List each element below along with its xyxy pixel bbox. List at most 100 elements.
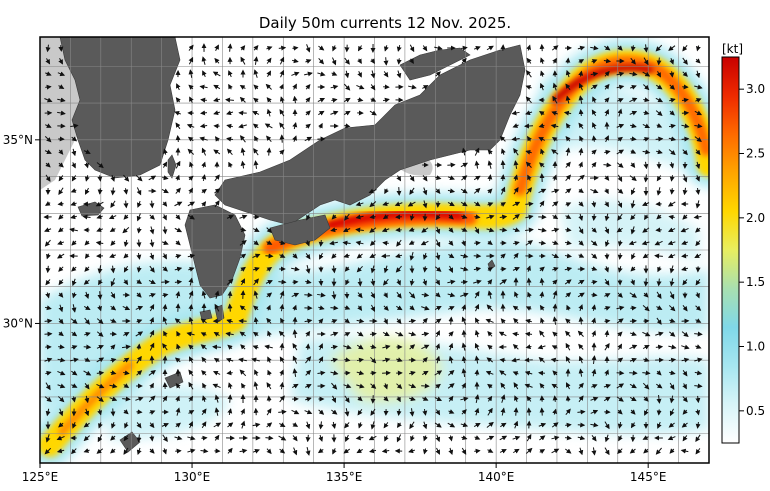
current-vector [69, 227, 78, 233]
current-vector [227, 290, 233, 299]
current-vector [396, 305, 403, 311]
current-vector [447, 292, 456, 298]
current-vector [266, 240, 273, 245]
current-vector [186, 123, 195, 129]
current-vector [279, 122, 285, 130]
current-vector [383, 292, 388, 299]
current-vector [305, 330, 311, 337]
current-vector [201, 56, 207, 65]
current-vector [578, 240, 584, 246]
current-vector [319, 252, 324, 260]
current-vector [525, 149, 532, 155]
current-vector [630, 45, 636, 52]
current-vector [44, 357, 53, 363]
current-vector [447, 279, 456, 285]
current-vector [552, 82, 558, 91]
current-vector [44, 318, 53, 324]
current-vector [149, 200, 155, 209]
current-vector [70, 188, 77, 193]
current-vector [617, 292, 623, 298]
current-vector [395, 253, 403, 259]
current-vector [267, 356, 272, 363]
current-vector [331, 71, 338, 76]
current-vector [422, 252, 428, 260]
current-vector [474, 201, 481, 207]
current-vector [292, 355, 298, 364]
current-vector [292, 135, 297, 142]
current-vector [630, 162, 636, 168]
current-vector [487, 279, 493, 285]
current-vector [357, 292, 363, 299]
current-vector [292, 83, 297, 90]
current-vector [214, 44, 219, 51]
current-vector [512, 227, 521, 233]
current-vector-field [43, 43, 703, 456]
current-vector [695, 187, 701, 195]
current-vector [265, 435, 274, 441]
current-vector [188, 267, 195, 272]
current-vector [110, 305, 117, 311]
current-vector [279, 109, 285, 117]
current-vector [383, 57, 389, 66]
current-vector [189, 161, 194, 168]
current-vector [591, 201, 597, 208]
current-vector [382, 214, 389, 220]
current-vector [461, 214, 468, 219]
current-vector [591, 279, 598, 285]
current-vector [122, 227, 130, 234]
current-vector [214, 57, 220, 64]
current-vector [44, 135, 52, 143]
current-vector [110, 291, 116, 299]
current-vector [57, 253, 65, 259]
current-vector [682, 305, 688, 312]
current-vector [435, 226, 441, 235]
current-vector [305, 240, 310, 247]
current-vector [408, 227, 415, 232]
current-vector [265, 280, 273, 285]
lat-label: 30°N [3, 316, 33, 330]
current-vector [186, 331, 195, 337]
current-vector [123, 239, 129, 248]
current-vector [604, 318, 611, 324]
current-vector [330, 305, 339, 311]
current-vector [540, 317, 545, 324]
current-vector [110, 357, 117, 363]
current-vector [330, 331, 339, 337]
current-vector [643, 174, 649, 183]
current-vector [149, 342, 155, 351]
current-vector [409, 278, 415, 286]
current-vector [344, 266, 350, 272]
current-vector [461, 240, 466, 247]
current-vector [681, 110, 690, 116]
current-vector [435, 318, 442, 324]
current-vector [292, 45, 299, 51]
current-vector [630, 123, 637, 129]
current-vector [590, 84, 598, 90]
current-vector [669, 97, 676, 103]
current-vector [384, 188, 389, 195]
current-vector [422, 200, 428, 209]
current-vector [617, 108, 623, 117]
current-vector [176, 330, 181, 337]
current-vector [578, 304, 584, 312]
current-vector [175, 254, 182, 259]
current-vector [578, 109, 584, 117]
current-vector [695, 58, 701, 64]
current-vector [668, 214, 675, 220]
current-vector [474, 303, 480, 312]
current-vector [264, 123, 273, 129]
current-vector [565, 136, 571, 142]
current-vector [305, 356, 312, 364]
current-vector [681, 357, 690, 363]
current-vector [188, 356, 194, 364]
current-vector [630, 214, 636, 221]
current-vector [474, 160, 480, 169]
current-vector [695, 318, 702, 323]
current-vector [630, 149, 637, 154]
current-vector [370, 356, 377, 364]
current-vector [500, 174, 506, 181]
current-vector [695, 305, 702, 311]
current-vector [252, 123, 259, 129]
current-vector [591, 161, 597, 168]
current-vector [475, 317, 480, 324]
